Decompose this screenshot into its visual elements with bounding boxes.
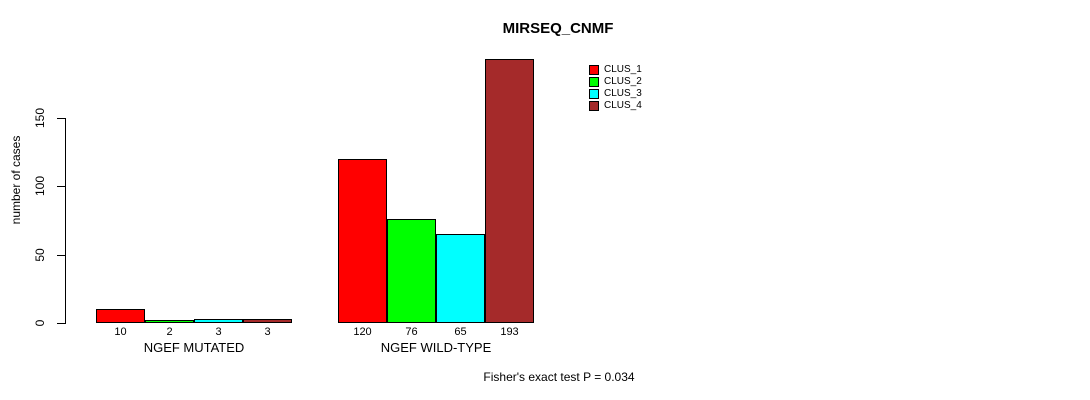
group-label: NGEF MUTATED	[143, 340, 245, 355]
y-tick-label: 100	[33, 175, 47, 197]
stats-annotation: Fisher's exact test P = 0.034	[483, 370, 635, 384]
bar-value-label: 3	[215, 326, 222, 338]
y-tick	[57, 323, 65, 324]
bar-value-label: 193	[500, 326, 519, 338]
y-tick	[57, 186, 65, 187]
y-tick-label: 150	[33, 107, 47, 129]
bar-value-label: 76	[405, 326, 418, 338]
legend-swatch	[589, 77, 599, 87]
y-axis	[65, 118, 66, 324]
bar-value-label: 2	[166, 326, 173, 338]
y-tick	[57, 255, 65, 256]
bar-value-label: 120	[353, 326, 372, 338]
group-label: NGEF WILD-TYPE	[380, 340, 492, 355]
bar	[485, 59, 534, 323]
bar	[387, 219, 436, 323]
bar	[145, 320, 194, 323]
bar	[96, 309, 145, 323]
bar-value-label: 65	[454, 326, 467, 338]
legend-label: CLUS_2	[604, 76, 642, 87]
bar	[194, 319, 243, 323]
bar-value-label: 10	[114, 326, 127, 338]
legend-swatch	[589, 101, 599, 111]
y-axis-label: number of cases	[9, 135, 23, 225]
plot-title: MIRSEQ_CNMF	[502, 20, 614, 37]
y-tick-label: 50	[33, 248, 47, 262]
legend-label: CLUS_1	[604, 64, 642, 75]
y-tick	[57, 118, 65, 119]
bar-value-label: 3	[264, 326, 271, 338]
legend-swatch	[589, 89, 599, 99]
legend-swatch	[589, 65, 599, 75]
legend-label: CLUS_4	[604, 100, 642, 111]
bar	[338, 159, 387, 323]
bar	[436, 234, 485, 323]
legend-label: CLUS_3	[604, 88, 642, 99]
bar	[243, 319, 292, 323]
y-tick-label: 0	[33, 319, 47, 327]
